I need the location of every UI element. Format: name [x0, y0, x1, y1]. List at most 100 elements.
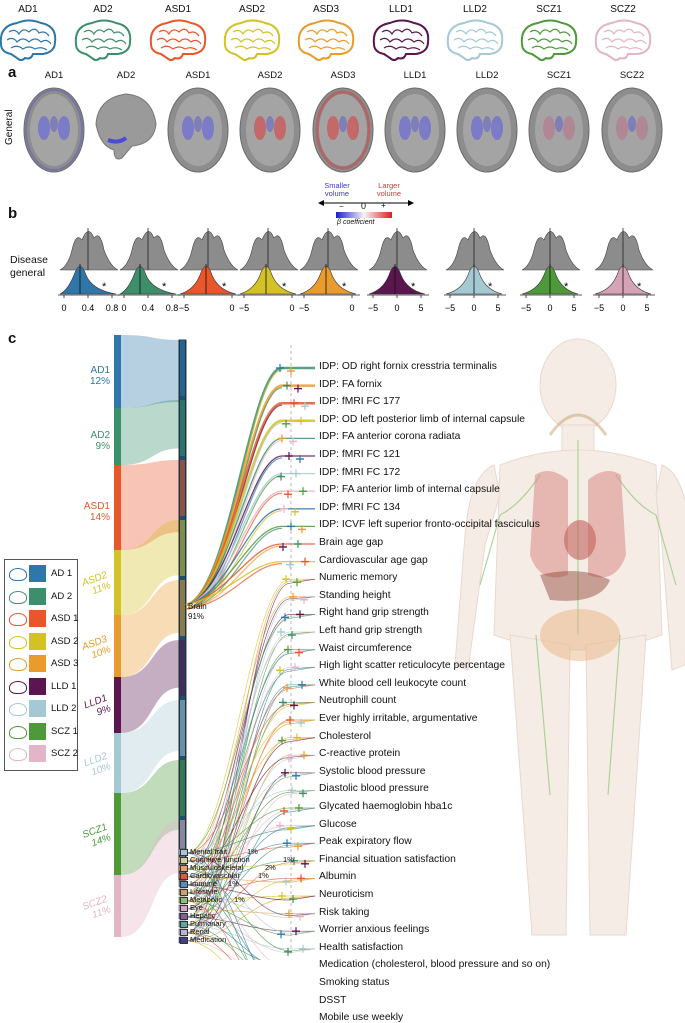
top-subtype-label: LLD2 — [463, 4, 487, 15]
brain-map-label: SCZ1 — [546, 70, 572, 81]
density-curve — [59, 266, 117, 295]
category-label: Pulmonary — [180, 919, 226, 928]
subtype-legend: AD 1 AD 2 ASD 1 ASD 2 ASD 3 LLD 1 LLD 2 SCZ 1 SC… — [4, 559, 78, 771]
trait-label: Brain age gap — [319, 537, 384, 548]
density-curve — [368, 266, 426, 295]
colorbar-larger-label: Larger volume — [376, 181, 402, 198]
brain-outline-icon — [149, 19, 207, 61]
category-trait-link — [185, 876, 271, 960]
colorbar-minus: − — [339, 202, 344, 211]
density-tick-label: 0 — [61, 303, 66, 313]
category-trait-link — [185, 596, 316, 902]
density-curve — [299, 266, 357, 295]
legend-swatch — [29, 722, 46, 740]
legend-swatch — [29, 632, 46, 650]
trait-label: IDP: OD left posterior limb of internal … — [319, 413, 526, 425]
category-pct: 1% — [283, 855, 294, 864]
brain-node-label: Brain 91% — [188, 602, 207, 622]
category-trait-link — [185, 702, 316, 894]
category-trait-link — [185, 895, 316, 942]
human-body-illustration — [454, 338, 685, 936]
trait-label: Glycated haemoglobin hba1c — [319, 801, 453, 812]
sankey-subtype-bar — [114, 615, 121, 677]
significance-star: * — [637, 281, 642, 293]
category-trait-link — [185, 772, 316, 886]
category-swatch — [180, 864, 188, 872]
top-subtype-label: SCZ2 — [610, 4, 636, 15]
category-name: Cardiovascular — [190, 871, 241, 880]
legend-entry: LLD 2 — [7, 699, 76, 719]
sankey-flow — [121, 760, 180, 875]
category-trait-link — [185, 719, 316, 902]
brain-trait-link — [185, 563, 283, 610]
category-name: Mental trait — [190, 847, 228, 856]
category-pct: 1% — [247, 847, 258, 856]
brain-slice-map — [95, 93, 157, 160]
top-subtype-label: AD2 — [93, 4, 113, 15]
panel-c-letter: c — [8, 330, 17, 347]
category-label: Immune — [180, 879, 217, 888]
top-subtype-label: ASD1 — [164, 4, 192, 15]
category-label: Mental trait — [180, 847, 227, 856]
category-swatch — [180, 856, 188, 864]
category-name: Immune — [190, 879, 218, 888]
category-trait-link — [185, 754, 316, 918]
legend-label: AD 1 — [51, 568, 73, 579]
legend-swatch — [29, 745, 46, 762]
brain-map-label: AD1 — [44, 70, 64, 81]
legend-entry: ASD 1 — [7, 609, 78, 629]
category-label: Musculoskeletal — [180, 863, 243, 872]
category-name: Lifestyle — [190, 887, 218, 896]
brain-map-label: ASD2 — [257, 70, 283, 81]
brain-node-segment — [180, 520, 185, 576]
category-trait-link — [185, 892, 316, 918]
category-trait-link — [185, 702, 315, 910]
density-tick-label: 5 — [571, 303, 576, 313]
brain-outline-icon — [223, 19, 281, 61]
category-swatch — [180, 928, 188, 936]
category-swatch — [180, 880, 188, 888]
sankey-subtype-bar — [114, 465, 121, 550]
category-trait-link — [185, 940, 237, 960]
trait-label: Numeric memory — [319, 572, 398, 584]
significance-star: * — [342, 281, 347, 293]
legend-entry: ASD 3 — [7, 654, 78, 674]
sankey-subtype-label: ASD1 14% — [70, 501, 110, 523]
trait-label: DSST — [319, 994, 347, 1006]
trait-label: IDP: fMRI FC 177 — [319, 396, 401, 408]
category-trait-link — [185, 754, 315, 934]
density-plot: −5 0 5* — [367, 228, 429, 313]
legend-entry: ASD 2 — [7, 632, 78, 652]
significance-star: * — [282, 281, 287, 293]
density-tick-label: 0.8 — [166, 303, 179, 313]
brain-slice-map — [601, 87, 663, 173]
colorbar-smaller-label: Smaller volume — [324, 181, 350, 198]
density-plot: −5 0 5* — [520, 228, 582, 313]
trait-label: IDP: FA anterior corona radiata — [319, 431, 461, 443]
significance-star: * — [222, 281, 227, 293]
panel-b-letter: b — [8, 205, 18, 222]
sankey-flow — [121, 460, 180, 550]
density-tick-label: 0 — [394, 303, 399, 313]
legend-entry: AD 1 — [7, 564, 75, 584]
trait-label: High light scatter reticulocyte percenta… — [319, 660, 506, 672]
category-label: Cardiovascular — [180, 871, 240, 880]
density-tick-label: −5 — [179, 303, 189, 313]
density-plot: 0 0.4 0.8 * — [118, 228, 180, 313]
category-trait-link — [185, 852, 255, 960]
legend-swatch — [29, 587, 46, 605]
legend-brain-icon — [9, 703, 27, 716]
brain-outline-icon — [446, 19, 504, 61]
category-trait-link — [185, 649, 316, 870]
density-tick-label: 0 — [349, 303, 354, 313]
category-trait-link — [185, 578, 315, 854]
significance-star: * — [411, 281, 416, 293]
trait-label: IDP: FA anterior limb of internal capsul… — [319, 484, 500, 496]
brain-trait-link — [185, 543, 315, 606]
category-swatch — [180, 904, 188, 912]
density-tick-label: 0.4 — [142, 303, 155, 313]
category-trait-link — [185, 631, 315, 878]
trait-label: Health satisfaction — [319, 941, 404, 953]
category-label: Eye — [180, 903, 203, 912]
category-label: Renal — [180, 927, 210, 936]
